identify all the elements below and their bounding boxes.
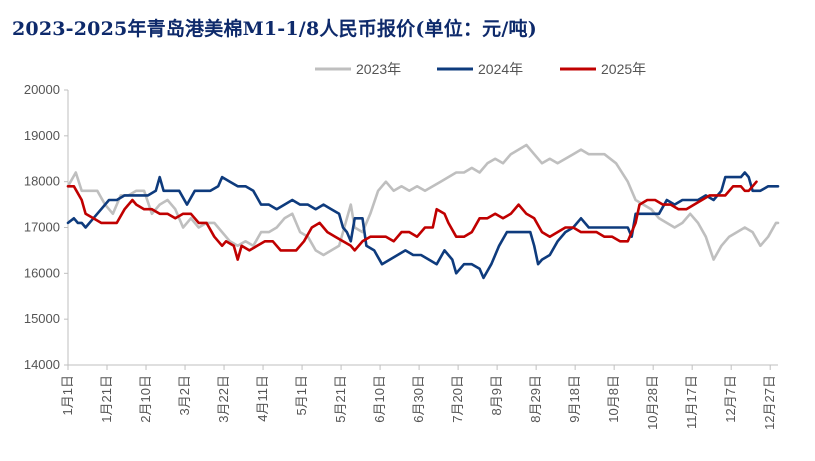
y-tick-label: 14000 (24, 357, 60, 372)
x-tick-label: 12月7日 (723, 375, 738, 423)
series-line-3 (66, 180, 758, 261)
x-tick-label: 2月10日 (138, 375, 153, 423)
legend-label-3: 2025年 (601, 61, 646, 77)
x-tick-label: 10月8日 (606, 375, 621, 423)
series-line-1 (66, 143, 780, 261)
x-tick-label: 5月21日 (333, 375, 348, 423)
x-tick-label: 8月9日 (489, 375, 504, 415)
x-tick-label: 7月20日 (450, 375, 465, 423)
x-tick-label: 10月28日 (645, 375, 660, 430)
y-tick-label: 17000 (24, 220, 60, 235)
y-tick-label: 15000 (24, 311, 60, 326)
y-tick-label: 16000 (24, 265, 60, 280)
legend-label-1: 2023年 (356, 61, 401, 77)
x-tick-label: 4月11日 (255, 375, 270, 422)
x-tick-label: 11月17日 (684, 375, 699, 429)
chart-title: 2023-2025年青岛港美棉M1-1/8人民币报价(单位：元/吨) (12, 18, 537, 40)
x-tick-label: 1月1日 (60, 375, 75, 415)
x-tick-label: 6月10日 (372, 375, 387, 423)
y-tick-label: 20000 (24, 82, 60, 97)
series-line-2 (66, 171, 780, 280)
legend-label-2: 2024年 (478, 61, 523, 77)
x-tick-label: 3月22日 (216, 375, 231, 423)
x-tick-label: 12月27日 (762, 375, 777, 430)
x-tick-label: 1月21日 (99, 375, 114, 423)
y-tick-label: 19000 (24, 128, 60, 143)
y-tick-label: 18000 (24, 174, 60, 189)
x-tick-label: 8月29日 (528, 375, 543, 423)
x-tick-label: 3月2日 (177, 375, 192, 415)
x-tick-label: 6月30日 (411, 375, 426, 423)
x-tick-label: 5月1日 (294, 375, 309, 415)
x-tick-label: 9月18日 (567, 375, 582, 423)
